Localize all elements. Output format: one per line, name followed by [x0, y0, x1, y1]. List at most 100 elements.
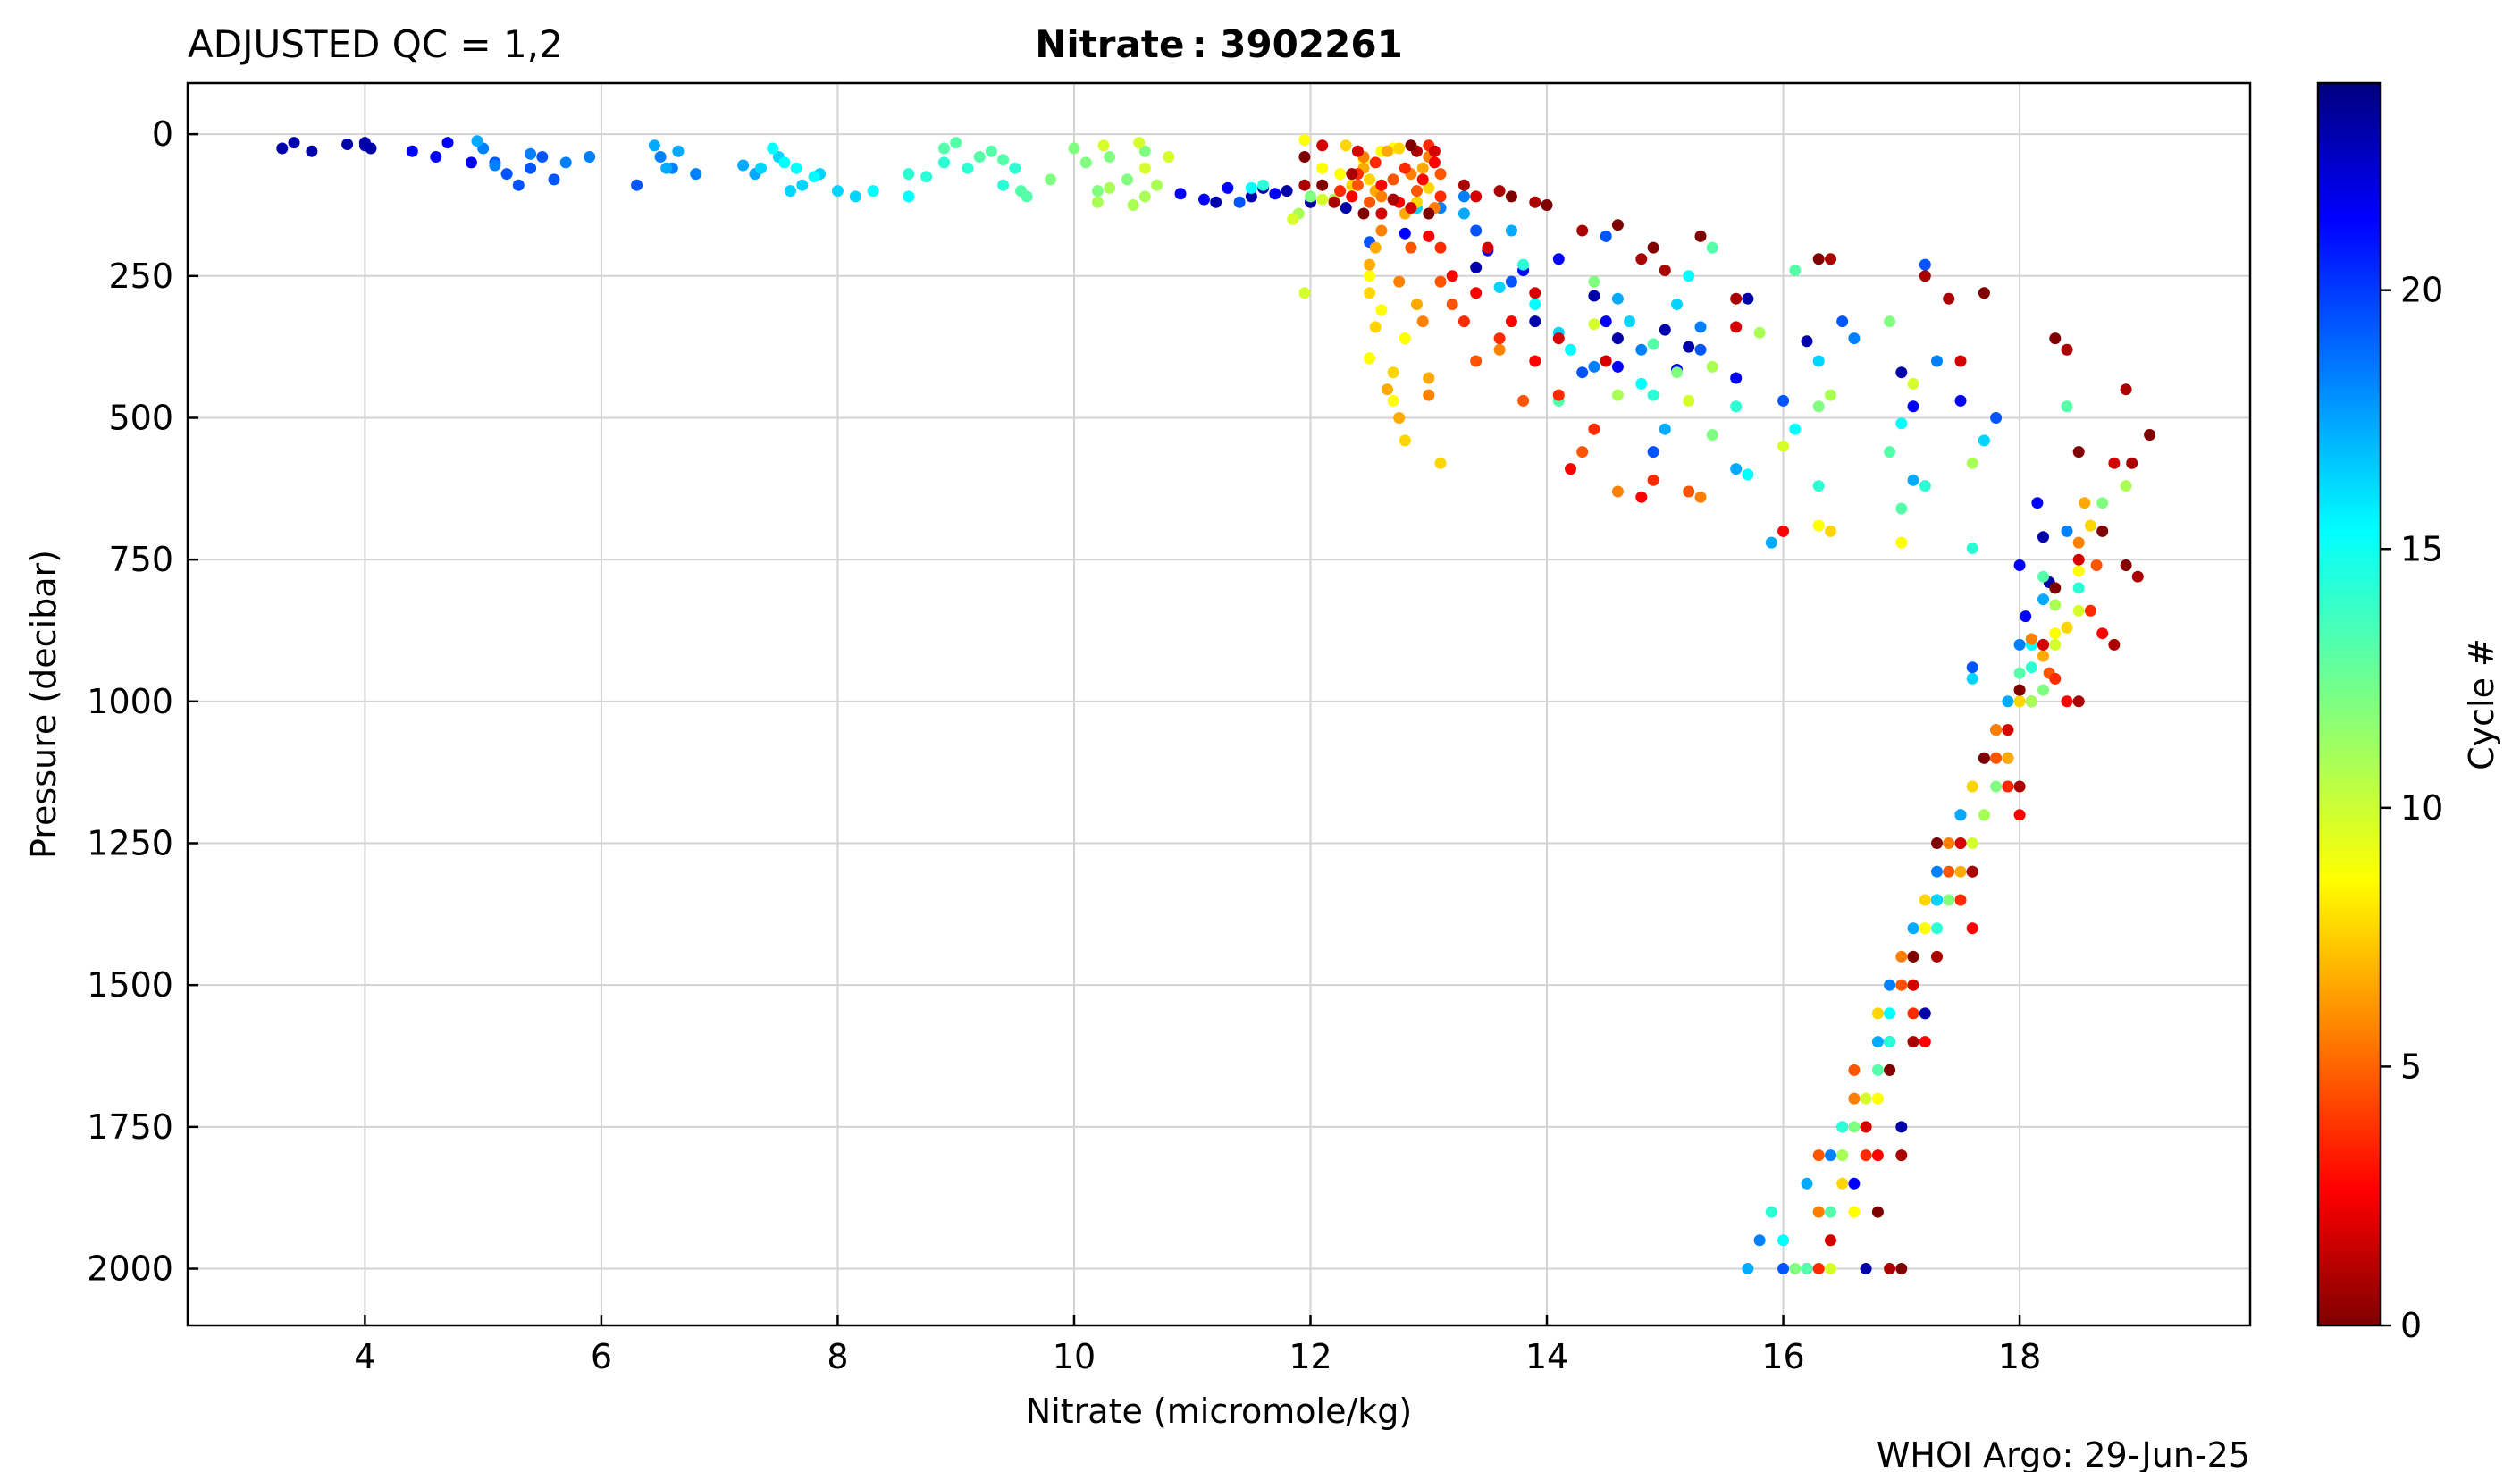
data-point-cycle-6	[1753, 1234, 1766, 1247]
data-point-cycle-18	[1493, 343, 1506, 356]
data-point-cycle-22	[1552, 332, 1565, 345]
axis-ticks: 4 6 8 10 12 14 16 18 0 250 500 750 1000 1250 1500 1750 2…	[87, 114, 2041, 1376]
data-point-cycle-23	[1457, 179, 1470, 191]
data-point-cycle-1	[306, 145, 318, 157]
data-point-cycle-16	[1399, 434, 1411, 447]
data-point-cycle-6	[559, 156, 572, 169]
data-point-cycle-10	[1931, 922, 1943, 935]
data-point-cycle-7	[737, 159, 750, 172]
data-point-cycle-12	[1588, 275, 1600, 288]
data-point-cycle-14	[1860, 1092, 1872, 1105]
data-point-cycle-1	[1210, 196, 1222, 208]
data-point-cycle-10	[962, 162, 974, 174]
data-point-cycle-23	[1529, 196, 1541, 208]
data-point-cycle-1	[1470, 261, 1483, 273]
data-point-cycle-11	[1895, 502, 1908, 515]
data-point-cycle-11	[1871, 1064, 1884, 1076]
data-point-cycle-10	[1919, 480, 1931, 492]
data-point-cycle-7	[1742, 1263, 1754, 1274]
data-point-cycle-24	[1978, 752, 1990, 764]
data-point-cycle-23	[1298, 179, 1311, 191]
data-point-cycle-10	[1884, 1036, 1896, 1048]
data-point-cycle-3	[1954, 394, 1967, 407]
data-point-cycle-8	[1812, 355, 1825, 367]
data-point-cycle-24	[2049, 332, 2062, 345]
data-point-cycle-3	[1600, 315, 1612, 328]
data-point-cycle-10	[997, 179, 1010, 191]
x-tick-label: 14	[1525, 1337, 1568, 1376]
data-point-cycle-19	[1446, 299, 1458, 310]
data-point-cycle-11	[1789, 265, 1802, 276]
data-point-cycle-23	[1659, 265, 1671, 276]
data-point-cycle-17	[2002, 752, 2014, 764]
grid-lines	[188, 83, 2250, 1325]
data-point-cycle-16	[2013, 695, 2026, 708]
data-point-cycle-1	[1683, 341, 1695, 353]
plot-frame	[186, 81, 2252, 1327]
data-point-cycle-19	[1411, 185, 1423, 198]
data-point-cycle-12	[1068, 142, 1080, 155]
data-point-cycle-22	[1351, 145, 1364, 157]
data-point-cycle-14	[1588, 318, 1600, 331]
data-point-cycle-5	[1836, 315, 1849, 328]
data-point-cycle-16	[2061, 621, 2073, 634]
data-point-cycle-12	[1990, 780, 2003, 793]
data-point-cycle-12	[1121, 173, 1133, 186]
data-point-cycle-24	[1871, 1206, 1884, 1218]
data-point-cycle-10	[1517, 258, 1530, 271]
data-point-cycle-24	[1978, 287, 1990, 299]
data-point-cycle-10	[1836, 1121, 1849, 1133]
data-point-cycle-13	[2120, 480, 2132, 492]
data-point-cycle-22	[1860, 1121, 1872, 1133]
data-point-cycle-8	[1978, 434, 1990, 447]
data-point-cycle-19	[1576, 446, 1589, 458]
y-tick-label: 2000	[87, 1249, 173, 1289]
data-point-cycle-6	[654, 151, 667, 163]
data-point-cycle-7	[1801, 1177, 1813, 1190]
data-point-cycle-19	[1895, 979, 1908, 991]
data-point-cycle-19	[2090, 559, 2103, 571]
data-point-cycle-16	[1340, 139, 1352, 152]
data-point-cycle-13	[1138, 190, 1151, 203]
data-point-cycle-21	[2013, 809, 2026, 821]
data-point-cycle-15	[1848, 1206, 1861, 1218]
data-point-cycle-9	[1683, 270, 1695, 282]
data-point-cycle-13	[1611, 389, 1624, 401]
data-point-cycle-8	[831, 185, 844, 198]
data-point-cycle-24	[1405, 139, 1417, 152]
colorbar-tick-label: 20	[2400, 271, 2443, 310]
data-point-cycle-7	[2037, 593, 2049, 606]
data-point-cycle-7	[672, 145, 685, 157]
data-point-cycle-23	[1919, 270, 1931, 282]
data-point-cycle-21	[1446, 270, 1458, 282]
data-point-cycle-24	[2013, 684, 2026, 696]
data-point-cycle-13	[1104, 181, 1116, 194]
data-point-cycle-23	[2013, 780, 2026, 793]
data-point-cycle-6	[1635, 343, 1648, 356]
data-point-cycle-1	[2037, 531, 2049, 543]
data-point-cycle-23	[2131, 570, 2144, 583]
data-point-cycle-21	[1635, 491, 1648, 503]
data-point-cycle-11	[985, 145, 997, 157]
data-point-cycle-5	[1600, 230, 1612, 242]
data-point-cycle-21	[1423, 230, 1435, 242]
data-point-cycle-7	[1954, 809, 1967, 821]
y-axis-label: Pressure (decibar)	[24, 550, 63, 859]
x-tick-label: 4	[354, 1337, 375, 1376]
data-point-cycle-18	[1848, 1092, 1861, 1105]
data-point-cycle-10	[2072, 582, 2085, 594]
x-axis-label: Nitrate (micromole/kg)	[1026, 1392, 1412, 1431]
data-point-cycle-11	[1801, 1263, 1813, 1274]
data-point-cycle-8	[1671, 299, 1683, 310]
data-point-cycle-18	[1990, 724, 2003, 736]
data-point-cycle-8	[796, 179, 809, 191]
data-point-cycle-11	[2013, 667, 2026, 679]
data-point-cycle-14	[1097, 139, 1110, 152]
data-point-cycle-20	[1552, 389, 1565, 401]
y-tick-label: 1750	[87, 1107, 173, 1147]
data-point-cycle-20	[1860, 1149, 1872, 1162]
y-tick-label: 750	[108, 540, 173, 579]
data-point-cycle-21	[1966, 922, 1978, 935]
data-point-cycle-14	[1287, 213, 1299, 225]
data-point-cycle-20	[1907, 1007, 1919, 1020]
